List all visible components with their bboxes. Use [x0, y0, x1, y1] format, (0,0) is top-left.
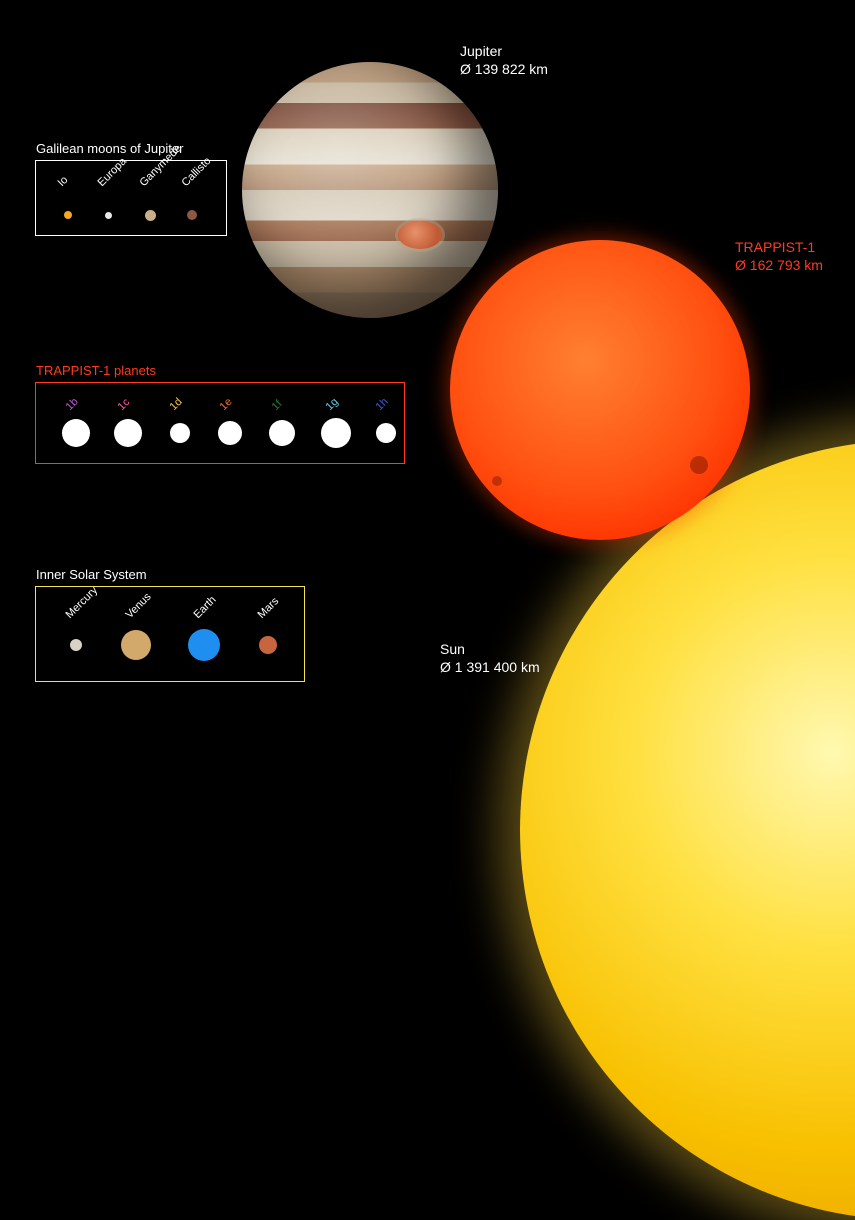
galilean-label-io: Io — [56, 174, 71, 189]
trappist-dot-1h — [376, 423, 396, 443]
sun-body — [520, 440, 855, 1220]
sun-title: Sun — [440, 640, 540, 658]
jupiter-body — [242, 62, 498, 318]
trappist-label-1b: 1b — [64, 396, 81, 413]
galilean-dot-callisto — [187, 210, 197, 220]
trappist-label-1f: 1f — [270, 398, 285, 413]
trappist-label-1c: 1c — [116, 396, 133, 413]
inner-label-venus: Venus — [124, 591, 154, 621]
jupiter-title: Jupiter — [460, 42, 548, 60]
inner-solar-system-box: Inner Solar System MercuryVenusEarthMars — [35, 586, 305, 682]
galilean-moons-title: Galilean moons of Jupiter — [36, 141, 183, 156]
inner-dot-mars — [259, 636, 277, 654]
inner-dot-mercury — [70, 639, 82, 651]
sun-size: Ø 1 391 400 km — [440, 658, 540, 676]
jupiter-label: Jupiter Ø 139 822 km — [460, 42, 548, 78]
galilean-dot-europa — [105, 212, 112, 219]
trappist-label-1d: 1d — [168, 396, 185, 413]
galilean-dot-io — [64, 211, 72, 219]
trappist-dot-1c — [114, 419, 142, 447]
trappist-dot-1g — [321, 418, 351, 448]
inner-dot-earth — [188, 629, 220, 661]
galilean-moons-box: Galilean moons of Jupiter IoEuropaGanyme… — [35, 160, 227, 236]
galilean-label-callisto: Callisto — [180, 155, 214, 189]
inner-dot-venus — [121, 630, 151, 660]
inner-solar-system-title: Inner Solar System — [36, 567, 147, 582]
trappist1-size: Ø 162 793 km — [735, 256, 823, 274]
trappist-dot-1e — [218, 421, 242, 445]
trappist-label-1h: 1h — [374, 396, 391, 413]
jupiter-size: Ø 139 822 km — [460, 60, 548, 78]
trappist-label-1e: 1e — [218, 396, 235, 413]
trappist1-label: TRAPPIST-1 Ø 162 793 km — [735, 238, 823, 274]
trappist-label-1g: 1g — [324, 396, 341, 413]
sun-label: Sun Ø 1 391 400 km — [440, 640, 540, 676]
trappist-dot-1f — [269, 420, 295, 446]
trappist1-star-body — [450, 240, 750, 540]
inner-label-earth: Earth — [192, 594, 219, 621]
trappist-dot-1d — [170, 423, 190, 443]
trappist-planets-title: TRAPPIST-1 planets — [36, 363, 156, 378]
trappist1-title: TRAPPIST-1 — [735, 238, 823, 256]
inner-label-mercury: Mercury — [64, 584, 101, 621]
inner-label-mars: Mars — [256, 595, 282, 621]
galilean-dot-ganymede — [145, 210, 156, 221]
trappist-dot-1b — [62, 419, 90, 447]
galilean-label-europa: Europa — [96, 155, 130, 189]
trappist-planets-box: TRAPPIST-1 planets 1b1c1d1e1f1g1h — [35, 382, 405, 464]
